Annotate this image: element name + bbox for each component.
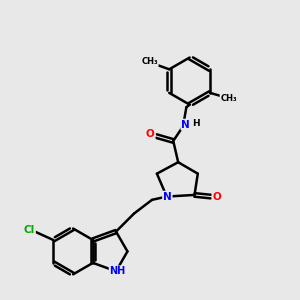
Text: NH: NH bbox=[110, 266, 126, 276]
Text: CH₃: CH₃ bbox=[220, 94, 237, 103]
Text: O: O bbox=[146, 129, 155, 140]
Text: Cl: Cl bbox=[24, 225, 35, 235]
Text: N: N bbox=[163, 192, 172, 202]
Text: N: N bbox=[181, 120, 190, 130]
Text: O: O bbox=[212, 192, 221, 202]
Text: H: H bbox=[192, 119, 200, 128]
Text: CH₃: CH₃ bbox=[141, 57, 158, 66]
